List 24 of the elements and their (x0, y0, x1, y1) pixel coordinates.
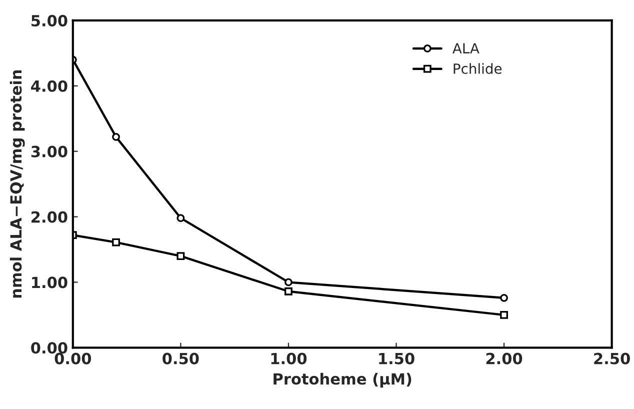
x-tick-label: 0.50 (162, 352, 199, 364)
point (176, 214, 185, 222)
y-tick-label: 3.00 (31, 146, 68, 158)
point (176, 252, 185, 260)
x-tick-label: 2.50 (594, 352, 630, 364)
point (112, 132, 120, 141)
legend-label: ALA (452, 43, 480, 54)
x-tick-label: 2.00 (486, 352, 522, 364)
y-tick-label: 4.00 (31, 80, 68, 92)
x-axis-title: Protoheme (μM) (274, 372, 412, 388)
point (500, 294, 508, 302)
point (284, 287, 292, 296)
point (112, 238, 120, 246)
y-axis-title: nmol ALA−EQV/mg protein (10, 70, 25, 298)
x-tick-label: 0.00 (54, 352, 92, 364)
y-tick-label: 2.00 (32, 211, 68, 223)
x-tick-label: 1.00 (271, 352, 307, 364)
y-tick-label: 1.00 (32, 276, 68, 288)
x-tick-label: 1.50 (379, 352, 414, 364)
point (500, 310, 508, 319)
y-tick-label: 0.00 (31, 342, 68, 354)
y-tick-label: 5.00 (32, 14, 68, 26)
point (284, 278, 292, 286)
legend-label: Pchlide (454, 63, 502, 74)
